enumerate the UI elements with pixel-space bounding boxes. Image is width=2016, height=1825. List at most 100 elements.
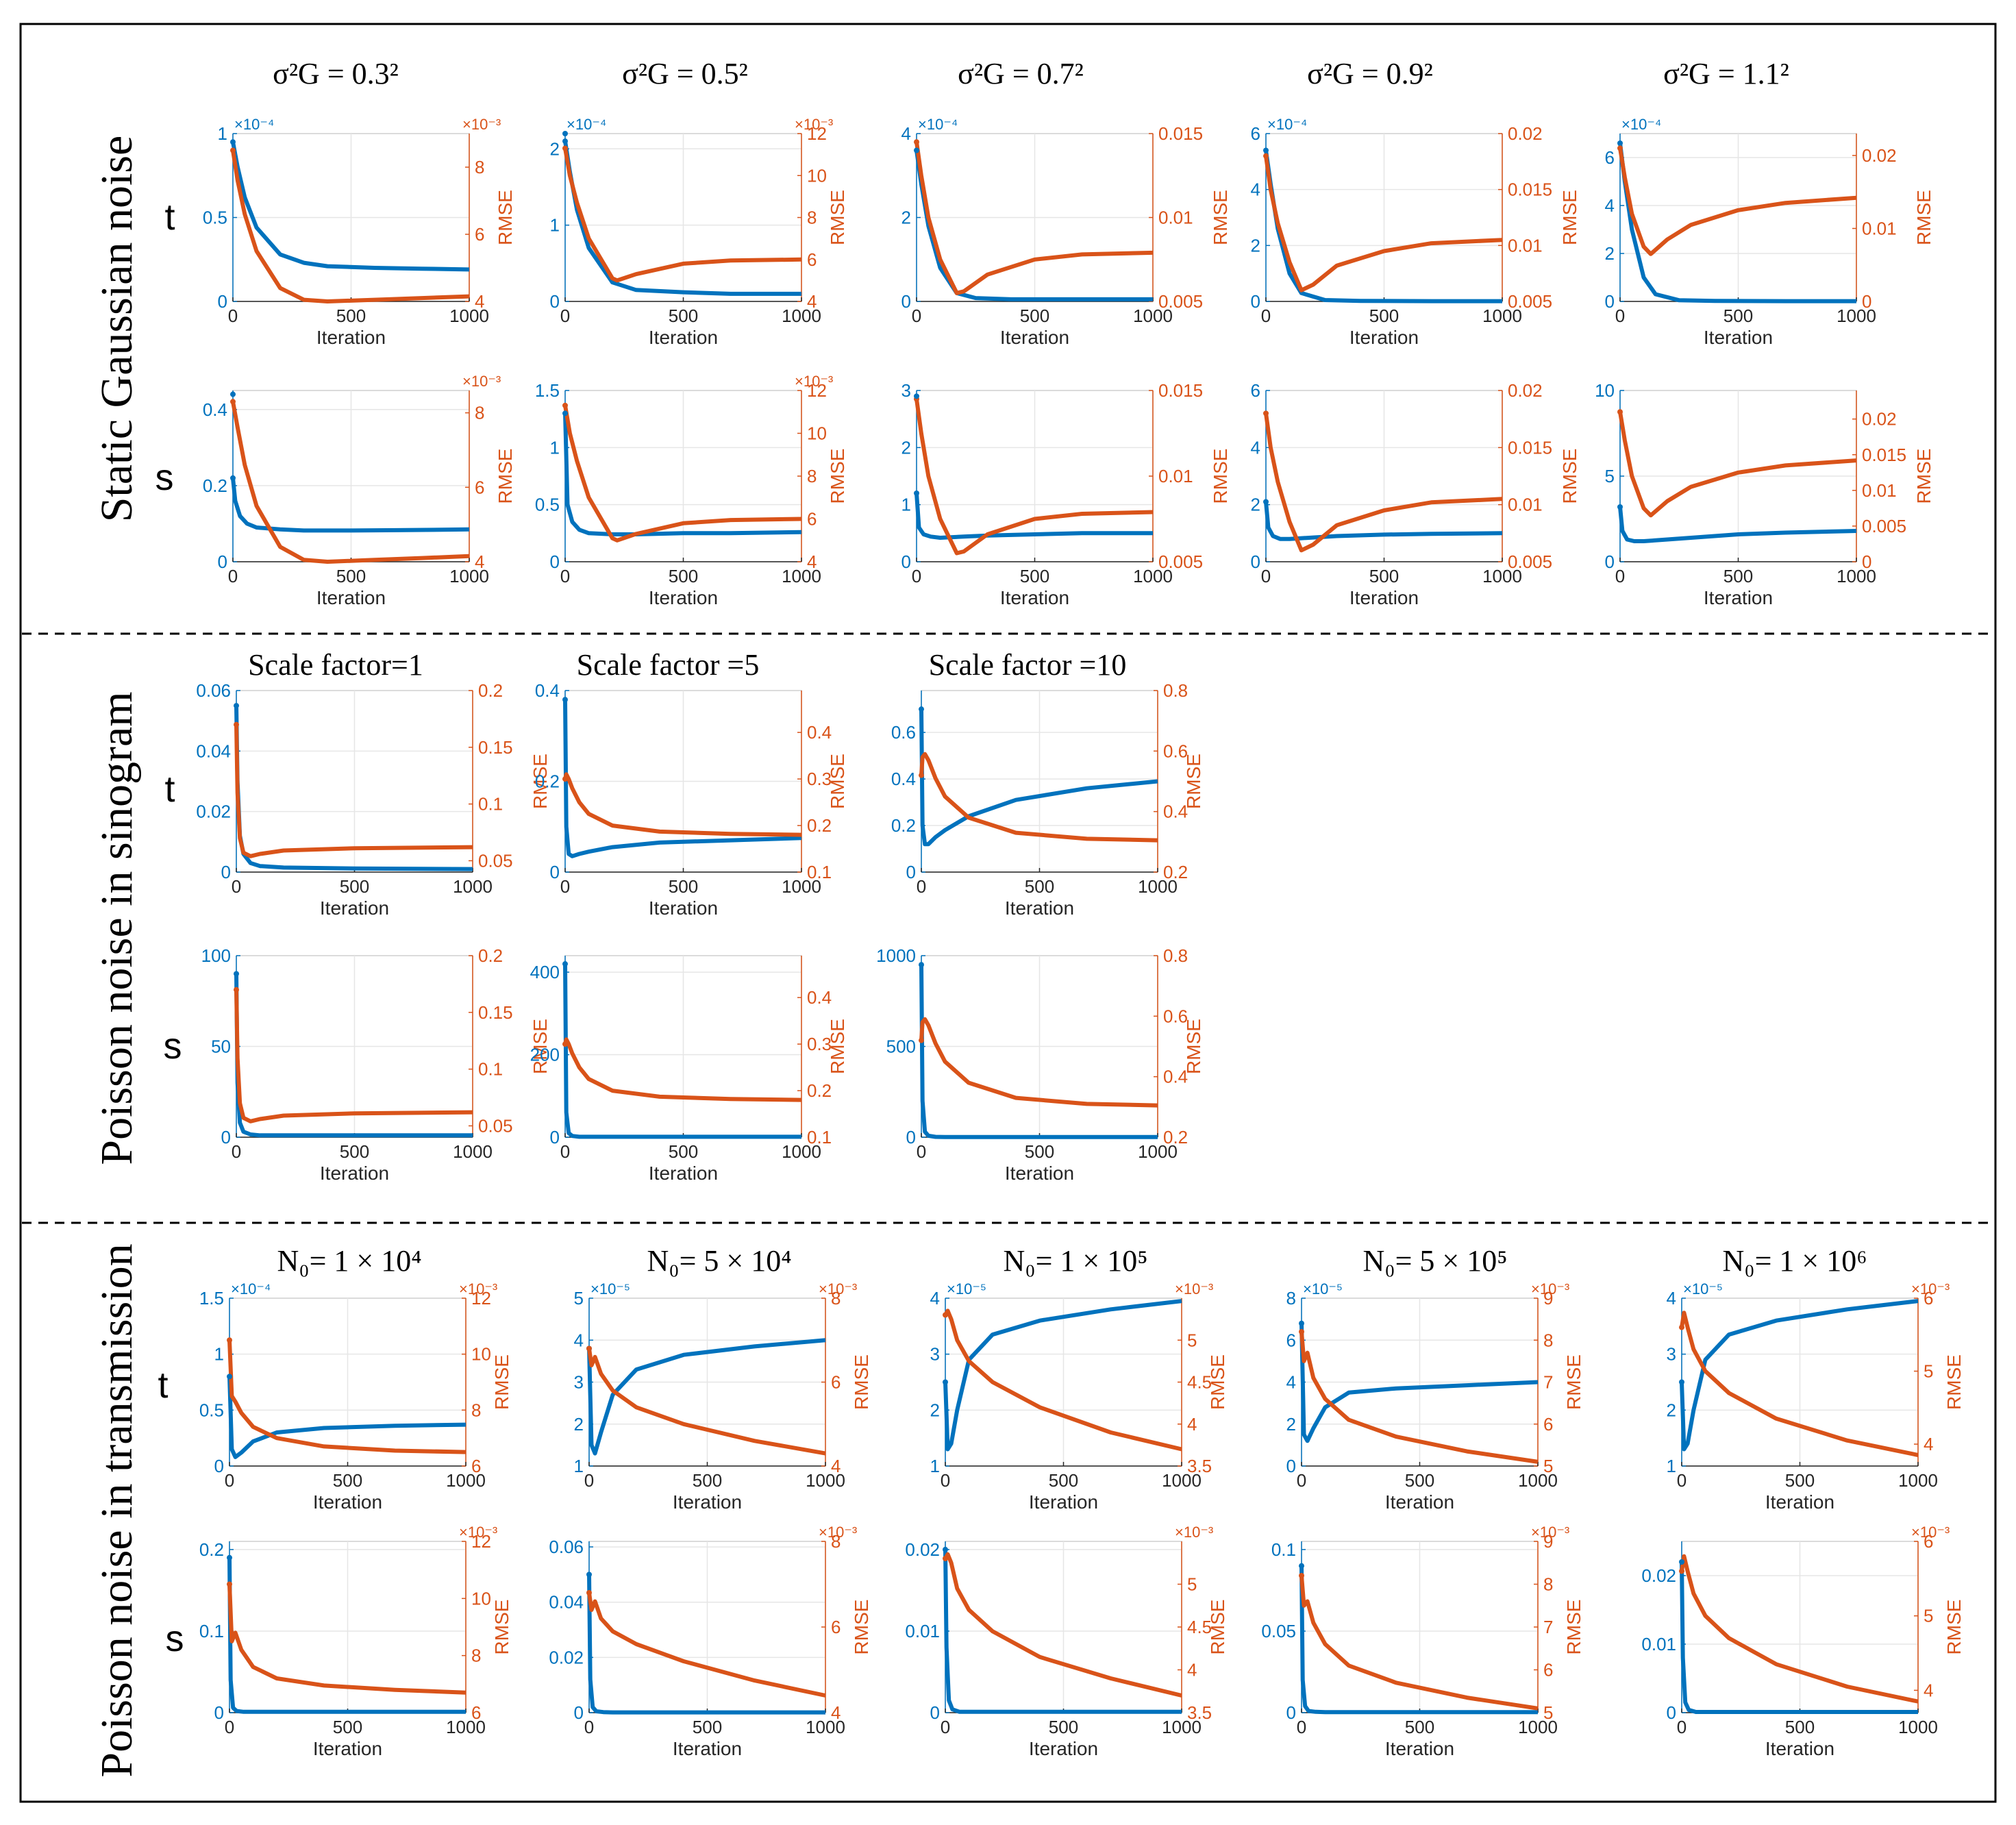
series-marker-left [230,391,236,397]
column-title: σ²G = 1.1² [1663,57,1789,90]
x-tick-label: 1000 [806,1470,845,1491]
subplot-gaussian-s-0: 0 0.2 0.4 4 6 8 0 500 1000 ×10⁻³ Iteration RMSE [203,373,516,608]
y-tick-label: 1000 [876,945,916,966]
x-axis-label: Iteration [649,897,718,919]
y-tick-label: 0 [550,1127,560,1147]
column-title: N₀= 1 × 10⁵ [1003,1244,1147,1278]
y2-exponent-label: ×10⁻³ [462,116,501,133]
x-tick-label: 0 [1615,306,1625,326]
y-tick-label: 0 [1251,551,1260,572]
x-tick-label: 500 [1025,876,1054,897]
series-marker-right [234,721,239,728]
x-tick-label: 500 [669,306,698,326]
y2-tick-label: 0.1 [807,1127,832,1147]
x-axis-label: Iteration [320,897,389,919]
subplot-sinogram-t-2: 0 0.2 0.4 0.6 0.2 0.4 0.6 0.8 0 500 1000 Iteration R… [891,680,1204,919]
column-title: σ²G = 0.7² [958,57,1084,90]
y-exponent-label: ×10⁻⁵ [1683,1280,1723,1298]
y2-tick-label: 0.2 [1163,862,1188,882]
x-axis-label: Iteration [649,327,718,348]
y2-axis-label: RMSE [1563,1354,1584,1410]
x-tick-label: 1000 [453,1141,493,1162]
series-marker-right [1263,410,1269,417]
y2-tick-label: 5 [1187,1574,1197,1595]
y2-axis-label: RMSE [491,1600,512,1655]
series-marker-left [234,971,239,977]
y2-tick-label: 0.015 [1158,380,1203,401]
series-line-right [943,1552,1182,1698]
y-tick-label: 0 [221,862,231,882]
x-tick-label: 500 [333,1470,362,1491]
y2-tick-label: 0.01 [1158,208,1193,228]
series-marker-right [234,986,239,993]
x-tick-label: 500 [1785,1717,1815,1737]
series-line-left [227,1376,466,1459]
y-tick-label: 0.02 [549,1647,584,1667]
y2-exponent-label: ×10⁻³ [819,1280,857,1298]
series-line-left [919,965,1158,1139]
y2-tick-label: 0.1 [478,794,503,815]
x-tick-label: 500 [336,566,366,586]
x-axis-label: Iteration [1349,587,1419,608]
y-exponent-label: ×10⁻⁴ [231,1280,271,1298]
series-marker-right [562,402,568,408]
y-tick-label: 0 [1605,291,1615,312]
subplot-gaussian-s-1: 0 0.5 1 1.5 4 6 8 10 12 0 500 1000 ×10⁻³ Iteration RMS… [535,373,848,608]
x-axis-label: Iteration [649,1163,718,1184]
row-label-s: s [164,1026,182,1067]
x-tick-label: 500 [1723,566,1753,586]
column-title: Scale factor =10 [929,648,1127,682]
y-tick-label: 0.05 [1261,1621,1296,1641]
x-tick-label: 0 [228,306,238,326]
y2-exponent-label: ×10⁻³ [1175,1524,1213,1541]
y-tick-label: 0.5 [199,1400,224,1420]
x-tick-label: 500 [693,1717,722,1737]
series-marker-left [1263,147,1269,153]
series-line-right [563,405,802,543]
y2-tick-label: 6 [475,224,484,245]
y2-tick-label: 3.5 [1187,1456,1212,1476]
y2-tick-label: 8 [807,208,817,228]
y-tick-label: 6 [1286,1330,1296,1350]
y-exponent-label: ×10⁻⁵ [947,1280,986,1298]
series-marker-left [1299,1563,1304,1569]
x-tick-label: 0 [560,306,570,326]
y2-tick-label: 0.01 [1508,495,1543,515]
y-tick-label: 0 [1667,1702,1676,1723]
subplot-gaussian-s-2: 0 1 2 3 0.005 0.01 0.015 0 500 1000 Iteration RMSE [901,380,1231,608]
series-line-right [914,141,1154,295]
x-tick-label: 1000 [1138,876,1178,897]
y-tick-label: 2 [901,208,911,228]
series-marker-left [586,1572,592,1578]
y-tick-label: 1 [574,1456,584,1476]
y-exponent-label: ×10⁻⁴ [1621,116,1661,133]
y-tick-label: 0 [901,551,911,572]
y-tick-label: 0.1 [199,1621,224,1641]
series-line-right [914,399,1154,556]
y-tick-label: 2 [1667,1400,1676,1420]
series-line-right [1264,412,1503,553]
y2-tick-label: 0.005 [1508,551,1552,572]
y2-tick-label: 6 [1543,1414,1553,1435]
subplot-transmission-s-4: 0 0.01 0.02 4 5 6 0 500 1000 ×10⁻³ Iteration RMSE [1641,1524,1965,1759]
y-tick-label: 0 [906,862,916,882]
subplot-transmission-s-0: 0 0.1 0.2 6 8 10 12 0 500 1000 ×10⁻³ Iteration RMSE [199,1524,512,1759]
y-tick-label: 1 [1667,1456,1676,1476]
x-tick-label: 500 [333,1717,362,1737]
y2-tick-label: 0.4 [1163,1067,1188,1087]
y2-tick-label: 0.2 [807,1080,832,1101]
series-line-left [1299,1323,1539,1443]
x-tick-label: 0 [225,1717,234,1737]
x-axis-label: Iteration [1000,587,1069,608]
y2-tick-label: 7 [1543,1617,1553,1637]
series-line-right [1680,1311,1919,1457]
y-tick-label: 3 [574,1372,584,1393]
column-title: N₀= 1 × 10⁶ [1722,1244,1867,1278]
y2-tick-label: 0.2 [478,945,503,966]
y-tick-label: 0.06 [549,1537,584,1557]
series-line-left [563,413,802,536]
y-tick-label: 500 [886,1036,916,1057]
y2-tick-label: 0.4 [1163,802,1188,822]
series-marker-left [943,1546,948,1552]
